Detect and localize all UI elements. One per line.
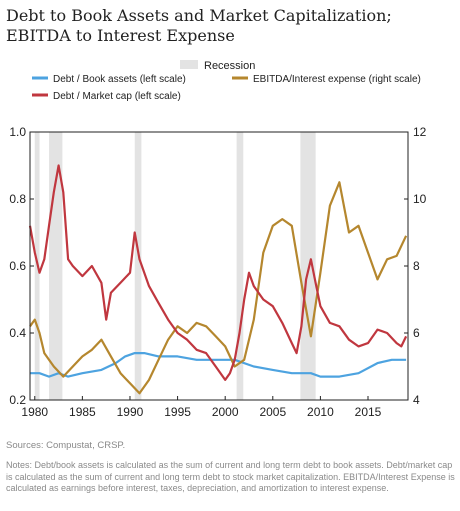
legend-market-label: Debt / Market cap (left scale) bbox=[53, 91, 181, 102]
x-tick-label: 1985 bbox=[69, 405, 96, 419]
chart-title-line-2: EBITDA to Interest Expense bbox=[6, 26, 235, 45]
legend-ebitda-label: EBITDA/Interest expense (right scale) bbox=[253, 74, 421, 85]
axis-ticks: 1980 1985 1990 1995 2000 2005 2010 2015 0.2 0.4 0.… bbox=[9, 125, 426, 419]
recession-shading bbox=[34, 132, 316, 400]
chart-title: Debt to Book Assets and Market Capitaliz… bbox=[6, 6, 446, 46]
y-right-tick-label: 12 bbox=[413, 125, 427, 139]
x-tick-label: 1990 bbox=[117, 405, 144, 419]
legend-recession-label: Recession bbox=[204, 60, 255, 72]
y-left-tick-label: 1.0 bbox=[9, 125, 26, 139]
series-line-market bbox=[28, 164, 408, 381]
line-chart: Recession Debt / Book assets (left scale)… bbox=[9, 60, 427, 419]
y-right-tick-label: 10 bbox=[413, 192, 427, 206]
y-right-tick-label: 8 bbox=[413, 259, 420, 273]
x-tick-label: 2010 bbox=[307, 405, 334, 419]
series-line-book bbox=[30, 352, 407, 378]
series-line-ebitda bbox=[29, 181, 408, 395]
y-left-tick-label: 0.8 bbox=[9, 192, 26, 206]
y-left-tick-label: 0.4 bbox=[9, 326, 26, 340]
x-tick-label: 2015 bbox=[355, 405, 382, 419]
legend-recession-swatch bbox=[180, 60, 198, 69]
recession-band bbox=[236, 132, 244, 400]
x-tick-label: 1995 bbox=[164, 405, 191, 419]
chart-legend: Recession Debt / Book assets (left scale)… bbox=[32, 60, 421, 102]
chart-title-line-1: Debt to Book Assets and Market Capitaliz… bbox=[6, 6, 392, 25]
notes-text: Notes: Debt/book assets is calculated as… bbox=[6, 460, 455, 493]
chart-series bbox=[28, 164, 408, 395]
legend-book-label: Debt / Book assets (left scale) bbox=[53, 74, 186, 85]
y-right-tick-label: 6 bbox=[413, 326, 420, 340]
x-tick-label: 2000 bbox=[212, 405, 239, 419]
x-tick-label: 1980 bbox=[21, 405, 48, 419]
y-left-tick-label: 0.6 bbox=[9, 259, 26, 273]
y-left-tick-label: 0.2 bbox=[9, 393, 26, 407]
y-right-tick-label: 4 bbox=[413, 393, 420, 407]
sources-text: Sources: Compustat, CRSP. bbox=[6, 440, 126, 451]
recession-band bbox=[134, 132, 142, 400]
x-tick-label: 2005 bbox=[259, 405, 286, 419]
